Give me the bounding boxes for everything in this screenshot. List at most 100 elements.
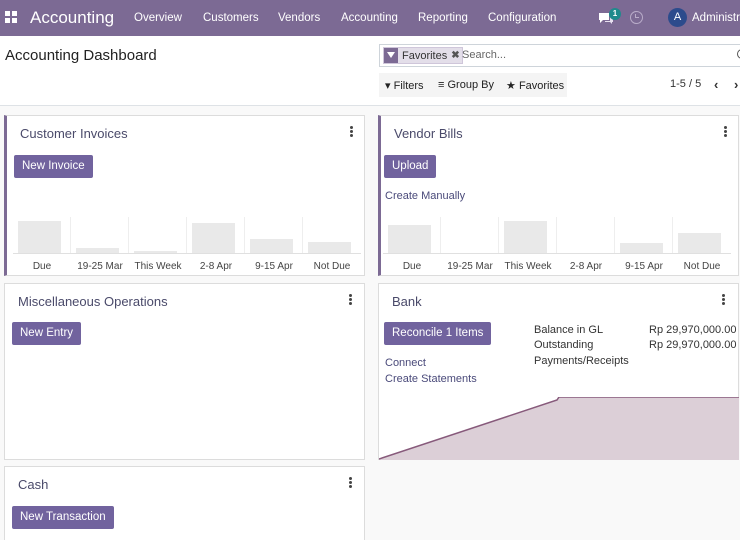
connect-link[interactable]: Connect [385, 357, 426, 369]
menu-overview[interactable]: Overview [134, 12, 182, 24]
bank-balance-graph[interactable] [379, 397, 739, 460]
outstanding-value: Rp 29,970,000.00 [649, 339, 737, 351]
control-panel: Accounting Dashboard Favorites ✖ Search.… [0, 36, 740, 106]
chart-column[interactable] [71, 217, 129, 253]
chart-x-label: 2-8 Apr [199, 261, 233, 272]
app-name[interactable]: Accounting [30, 8, 115, 27]
list-icon: ≡ [438, 79, 445, 91]
balance-area [379, 397, 739, 460]
kebab-menu-icon[interactable] [722, 294, 725, 305]
pager-next-icon[interactable]: › [734, 77, 739, 92]
reconcile-button[interactable]: Reconcile 1 Items [384, 322, 492, 345]
card-title[interactable]: Cash [18, 477, 49, 492]
chart-bar[interactable] [678, 233, 721, 253]
chart-bar[interactable] [388, 225, 431, 253]
group-by-label: Group By [447, 79, 494, 91]
activity-clock-icon[interactable] [630, 11, 643, 24]
kebab-menu-icon[interactable] [349, 477, 352, 488]
chart-column[interactable] [129, 217, 187, 253]
chart-x-label: 19-25 Mar [77, 261, 123, 272]
card-title[interactable]: Bank [392, 294, 422, 309]
filters-button[interactable]: ▾ Filters [385, 79, 424, 92]
chart-bar[interactable] [620, 243, 663, 253]
create-statements-link[interactable]: Create Statements [385, 373, 477, 385]
chart-column[interactable] [673, 217, 731, 253]
chart-x-label: Not Due [313, 261, 351, 272]
chart-bar[interactable] [250, 239, 293, 253]
chart-x-label: 19-25 Mar [447, 261, 493, 272]
misc-operations-card: Miscellaneous Operations New Entry [4, 283, 365, 460]
chart-baseline [383, 253, 731, 254]
chart-x-label: 2-8 Apr [569, 261, 603, 272]
filter-icon [384, 48, 398, 63]
balance-label: Balance in GL [534, 324, 604, 336]
new-entry-button[interactable]: New Entry [12, 322, 82, 345]
balance-line [379, 397, 739, 460]
chart-x-label: Not Due [683, 261, 721, 272]
chart-bar[interactable] [192, 223, 235, 253]
chart-bar[interactable] [134, 251, 177, 253]
chart-column[interactable] [383, 217, 441, 253]
pager-previous-icon[interactable]: ‹ [714, 77, 719, 92]
chart-x-label: This Week [504, 261, 552, 272]
menu-reporting[interactable]: Reporting [418, 12, 468, 24]
user-name[interactable]: Administrator [692, 12, 740, 24]
search-box[interactable]: Favorites ✖ Search... [379, 44, 740, 67]
card-title[interactable]: Vendor Bills [394, 126, 463, 141]
kebab-menu-icon[interactable] [350, 126, 353, 137]
filter-icon: ▾ [385, 80, 391, 92]
chart-bar[interactable] [504, 221, 547, 253]
create-manually-link[interactable]: Create Manually [385, 190, 466, 202]
filters-label: Filters [393, 80, 424, 92]
menu-accounting[interactable]: Accounting [341, 12, 398, 24]
search-options: ▾ Filters ≡ Group By ★ Favorites [379, 73, 567, 97]
pager-value[interactable]: 1-5 / 5 [670, 78, 702, 90]
group-by-button[interactable]: ≡ Group By [438, 79, 494, 91]
search-facet[interactable]: Favorites ✖ [383, 47, 463, 64]
card-title[interactable]: Miscellaneous Operations [18, 294, 168, 309]
messages-badge: 1 [609, 8, 621, 20]
chart-column[interactable] [441, 217, 499, 253]
card-title[interactable]: Customer Invoices [20, 126, 128, 141]
chart-column[interactable] [557, 217, 615, 253]
chart-bar[interactable] [76, 248, 119, 253]
top-navbar: Accounting Overview Customers Vendors Ac… [0, 0, 740, 36]
kebab-menu-icon[interactable] [724, 126, 727, 137]
balance-value: Rp 29,970,000.00 [649, 324, 737, 336]
chart-column[interactable] [245, 217, 303, 253]
menu-customers[interactable]: Customers [203, 12, 259, 24]
chart-column[interactable] [615, 217, 673, 253]
chart-x-label: 9-15 Apr [255, 261, 293, 272]
chart-bar[interactable] [18, 221, 61, 253]
vendor-bills-card: Vendor Bills Upload Create Manually Due 1… [378, 115, 739, 276]
new-invoice-button[interactable]: New Invoice [14, 155, 93, 178]
search-input[interactable]: Search... [462, 49, 507, 61]
cash-card: Cash New Transaction [4, 466, 365, 540]
chart-column[interactable] [499, 217, 557, 253]
favorites-label: Favorites [518, 80, 565, 92]
menu-vendors[interactable]: Vendors [278, 12, 321, 24]
chart-x-label: Due [32, 261, 52, 272]
chart-x-label: This Week [134, 261, 182, 272]
outstanding-label-2: Payments/Receipts [534, 355, 629, 367]
star-icon: ★ [506, 80, 516, 92]
chart-x-label: 9-15 Apr [625, 261, 663, 272]
facet-label: Favorites [402, 49, 448, 62]
avatar[interactable]: A [668, 8, 687, 27]
chart-x-label: Due [402, 261, 422, 272]
favorites-button[interactable]: ★ Favorites [506, 79, 564, 92]
chart-column[interactable] [303, 217, 361, 253]
chart-column[interactable] [13, 217, 71, 253]
chart-baseline [13, 253, 361, 254]
page-title: Accounting Dashboard [5, 47, 157, 64]
menu-configuration[interactable]: Configuration [488, 12, 557, 24]
bank-card: Bank Reconcile 1 Items Connect Create St… [378, 283, 739, 460]
apps-grid-icon[interactable] [5, 11, 18, 24]
new-transaction-button[interactable]: New Transaction [12, 506, 114, 529]
upload-button[interactable]: Upload [384, 155, 437, 178]
kebab-menu-icon[interactable] [349, 294, 352, 305]
chart-column[interactable] [187, 217, 245, 253]
chart-bar[interactable] [308, 242, 351, 253]
outstanding-label: Outstanding [534, 339, 594, 351]
remove-facet-icon[interactable]: ✖ [451, 50, 460, 61]
